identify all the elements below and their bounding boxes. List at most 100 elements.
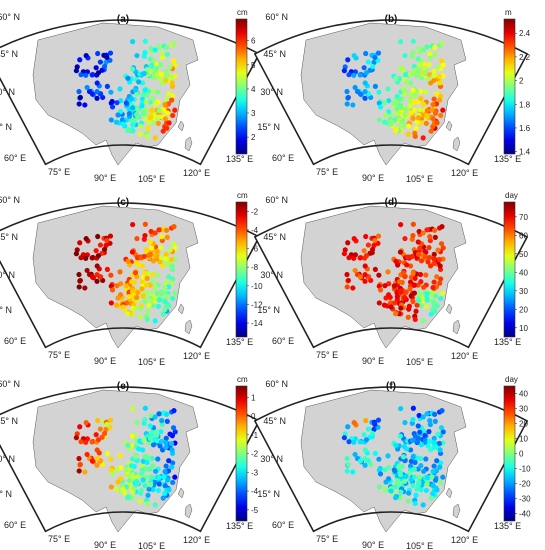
station-point: [417, 474, 423, 480]
station-point: [416, 228, 422, 235]
station-point: [430, 483, 436, 489]
station-point: [73, 435, 79, 441]
station-point: [397, 249, 404, 255]
station-point: [400, 454, 407, 460]
station-point: [148, 228, 154, 235]
station-point: [388, 488, 394, 494]
island: [177, 487, 185, 499]
station-point: [147, 435, 153, 441]
lon-label: 75° E: [48, 167, 70, 177]
station-point: [83, 236, 89, 242]
lon-label: 105° E: [406, 174, 433, 184]
station-point: [89, 91, 96, 97]
station-point: [346, 439, 352, 445]
station-point: [427, 418, 433, 424]
station-point: [138, 123, 144, 129]
station-point: [84, 451, 90, 458]
station-point: [169, 97, 175, 103]
station-point: [162, 468, 168, 475]
station-point: [398, 288, 404, 294]
station-point: [113, 119, 120, 125]
station-point: [132, 270, 139, 276]
station-point: [125, 75, 131, 81]
station-point: [163, 77, 169, 83]
station-point: [77, 277, 83, 284]
station-point: [135, 289, 141, 296]
station-point: [430, 468, 436, 475]
station-point: [398, 489, 404, 495]
colorbar-tick-label: 2: [519, 77, 524, 86]
station-point: [104, 237, 110, 244]
station-point: [418, 463, 424, 469]
station-point: [439, 41, 445, 47]
station-point: [437, 447, 443, 453]
station-point: [407, 103, 413, 109]
station-point: [436, 440, 443, 447]
station-point: [94, 456, 100, 462]
station-point: [350, 469, 356, 475]
colorbar-tick-label: 0: [519, 450, 524, 459]
station-point: [94, 272, 100, 278]
station-point: [155, 272, 161, 278]
station-point: [434, 487, 440, 493]
station-point: [84, 267, 90, 274]
station-point: [418, 303, 424, 309]
station-point: [172, 62, 178, 68]
station-point: [145, 308, 151, 314]
station-point: [123, 283, 129, 289]
station-point: [427, 51, 433, 57]
station-point: [120, 488, 126, 494]
station-point: [422, 432, 428, 439]
station-point: [93, 248, 99, 254]
station-point: [89, 274, 96, 280]
station-point: [344, 88, 350, 95]
colorbar-tick-label: -2: [251, 450, 259, 459]
lon-label: 120° E: [183, 535, 210, 545]
station-point: [362, 80, 368, 86]
colorbar-tick-label: 60: [519, 231, 528, 240]
station-point: [372, 450, 378, 456]
station-point: [412, 275, 418, 282]
station-point: [351, 236, 357, 242]
station-point: [141, 70, 147, 77]
station-point: [423, 303, 429, 310]
station-point: [94, 447, 100, 453]
station-point: [361, 432, 367, 438]
station-point: [150, 120, 156, 126]
station-point: [423, 272, 429, 278]
station-point: [126, 293, 132, 300]
station-point: [350, 285, 356, 291]
lon-label: 60° E: [4, 153, 26, 163]
station-point: [143, 99, 149, 105]
station-point: [423, 89, 429, 95]
station-point: [417, 245, 423, 251]
station-point: [125, 442, 131, 448]
station-point: [128, 96, 135, 102]
station-point: [95, 70, 102, 76]
station-point: [156, 481, 162, 487]
colorbar-unit: m: [505, 8, 512, 17]
station-point: [431, 96, 437, 102]
station-point: [163, 260, 169, 266]
station-point: [346, 72, 352, 78]
station-point: [411, 99, 417, 105]
lon-label: 60° E: [4, 336, 26, 346]
station-point: [425, 259, 431, 265]
station-point: [145, 492, 151, 498]
station-point: [418, 258, 425, 264]
station-point: [372, 54, 378, 61]
station-point: [156, 44, 162, 50]
station-point: [417, 271, 424, 278]
station-point: [409, 253, 415, 260]
station-point: [142, 454, 148, 460]
station-point: [413, 125, 419, 131]
station-point: [142, 115, 148, 122]
station-point: [141, 253, 147, 260]
station-point: [418, 487, 424, 493]
station-point: [94, 89, 100, 95]
station-point: [402, 111, 408, 118]
station-point: [437, 464, 443, 470]
station-point: [89, 255, 95, 261]
station-point: [431, 435, 437, 441]
station-point: [436, 73, 443, 80]
